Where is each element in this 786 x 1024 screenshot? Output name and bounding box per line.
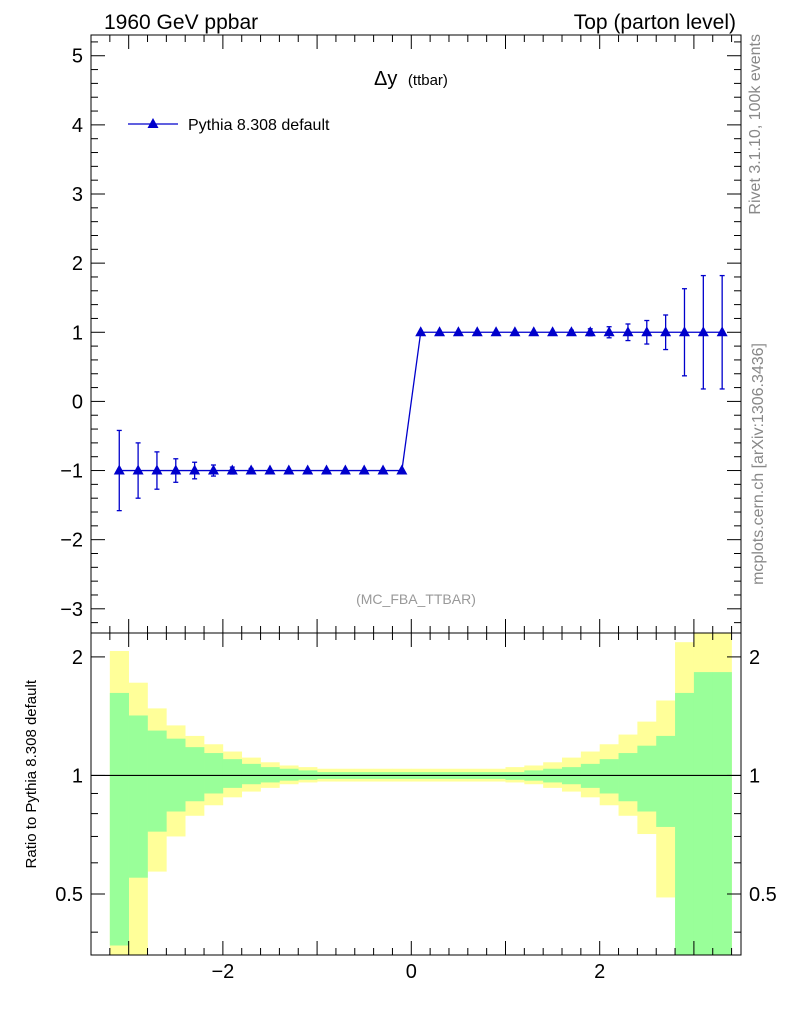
inner-band-bin (637, 745, 657, 812)
data-point (377, 464, 389, 475)
top-y-tick-label: −3 (60, 599, 83, 621)
data-point (584, 326, 596, 337)
data-point (189, 464, 201, 475)
legend-entry-pythia: Pythia 8.308 default (188, 117, 330, 134)
inner-band-bin (204, 753, 224, 794)
ratio-x-tick-label: 0 (406, 961, 417, 983)
data-point (528, 326, 540, 337)
data-point (339, 464, 351, 475)
ratio-y-tick-label-right: 0.5 (749, 884, 777, 906)
ratio-y-tick-label-right: 1 (749, 765, 760, 787)
top-y-tick-label: 0 (72, 391, 83, 413)
data-point (207, 464, 219, 475)
data-point (452, 326, 464, 337)
ratio-tick-labels: 0.5 0.5 1 1 2 2 −2 0 2 (55, 647, 777, 983)
data-point (132, 464, 144, 475)
data-point (565, 326, 577, 337)
top-y-tick-labels: −3 −2 −1 0 1 2 3 4 5 (60, 46, 83, 621)
data-point (509, 326, 521, 337)
ratio-y-tick-label-left: 0.5 (55, 884, 83, 906)
analysis-watermark: (MC_FBA_TTBAR) (356, 591, 476, 607)
data-point (603, 326, 615, 337)
data-point (113, 464, 125, 475)
legend-marker (147, 118, 159, 128)
ratio-y-tick-label-left: 2 (72, 647, 83, 669)
top-y-tick-label: 2 (72, 253, 83, 275)
data-point (302, 464, 314, 475)
data-point (471, 326, 483, 337)
header-right: Top (parton level) (574, 11, 736, 34)
inner-band-bin (147, 730, 167, 832)
data-point (641, 326, 653, 337)
top-y-tick-label: −1 (60, 461, 83, 483)
ratio-frame (90, 632, 742, 956)
chart-title: Δy (ttbar) (374, 68, 448, 90)
header-left: 1960 GeV ppbar (104, 11, 258, 34)
ratio-y-tick-label-right: 2 (749, 647, 760, 669)
inner-band-bin (712, 672, 732, 955)
data-point (434, 326, 446, 337)
data-point (245, 464, 257, 475)
data-point (226, 464, 238, 475)
data-point (283, 464, 295, 475)
inner-band-bin (260, 767, 280, 783)
data-point (415, 326, 427, 337)
inner-band-bin (599, 759, 619, 794)
series-line (119, 331, 723, 472)
data-point (170, 464, 182, 475)
top-axis-ticks (90, 35, 741, 633)
data-point (396, 464, 408, 475)
data-point (264, 464, 276, 475)
mcplots-label: mcplots.cern.ch [arXiv:1306.3436] (750, 343, 767, 585)
ratio-axis-ticks (90, 633, 741, 955)
inner-band-bin (128, 715, 148, 878)
ratio-x-tick-label: 2 (594, 961, 605, 983)
inner-band-bin (656, 735, 676, 827)
inner-band-bin (185, 747, 205, 802)
top-y-tick-label: 5 (72, 46, 83, 68)
inner-band-bin (279, 768, 299, 781)
inner-band-bin (241, 763, 261, 785)
top-series (113, 274, 728, 512)
data-point (358, 464, 370, 475)
ratio-y-tick-label-left: 1 (72, 765, 83, 787)
data-point (678, 326, 690, 337)
top-y-tick-label: −2 (60, 530, 83, 552)
top-y-tick-label: 1 (72, 322, 83, 344)
rivet-label: Rivet 3.1.10, 100k events (747, 34, 764, 215)
data-point (716, 326, 728, 337)
data-point (321, 464, 333, 475)
legend: Pythia 8.308 default (128, 117, 330, 134)
data-point (547, 326, 559, 337)
top-y-tick-label: 4 (72, 115, 83, 137)
chart-title-suffix: (ttbar) (408, 72, 448, 89)
chart-title-main: Δy (374, 68, 397, 90)
data-point (660, 326, 672, 337)
inner-band-bin (618, 753, 638, 802)
inner-band-bin (109, 692, 129, 946)
data-point (622, 326, 634, 337)
ratio-panel (109, 633, 732, 955)
ratio-x-tick-label: −2 (211, 961, 234, 983)
data-point (697, 326, 709, 337)
data-point (490, 326, 502, 337)
top-y-tick-label: 3 (72, 184, 83, 206)
data-point (151, 464, 163, 475)
inner-band-bin (693, 672, 714, 955)
inner-band-bin (222, 759, 243, 788)
inner-band-bin (675, 692, 695, 955)
ratio-ylabel: Ratio to Pythia 8.308 default (23, 679, 40, 868)
